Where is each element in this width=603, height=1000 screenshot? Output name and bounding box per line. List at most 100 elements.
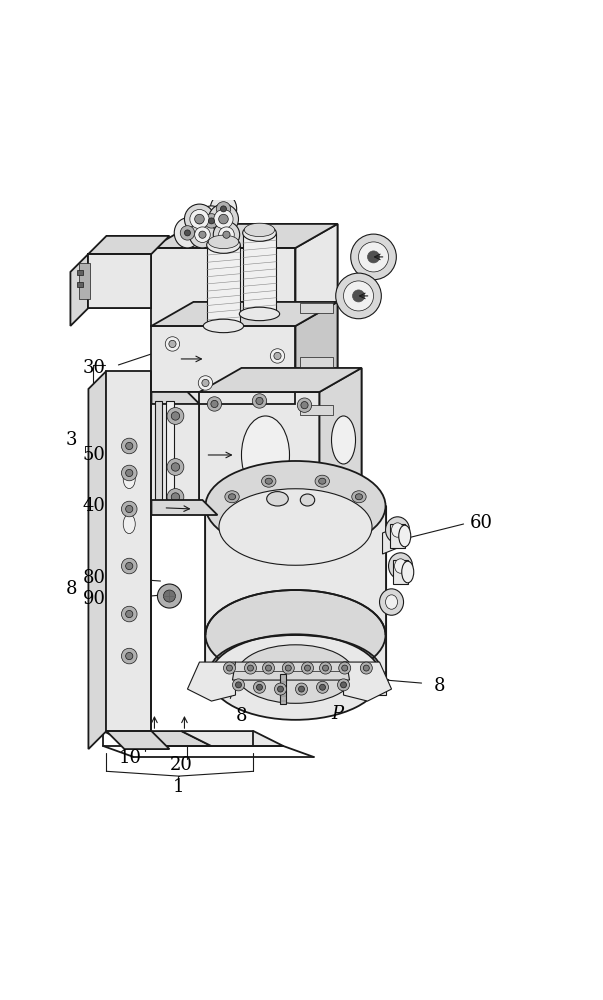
Polygon shape xyxy=(320,368,362,512)
Ellipse shape xyxy=(320,662,332,674)
Ellipse shape xyxy=(195,214,204,224)
Ellipse shape xyxy=(219,214,229,224)
Ellipse shape xyxy=(353,290,365,302)
Text: 1: 1 xyxy=(172,778,184,796)
Polygon shape xyxy=(233,662,350,680)
Ellipse shape xyxy=(121,501,137,517)
Ellipse shape xyxy=(171,493,180,501)
Polygon shape xyxy=(151,224,338,248)
Ellipse shape xyxy=(125,505,133,513)
Ellipse shape xyxy=(242,224,276,241)
Bar xyxy=(106,371,151,731)
Ellipse shape xyxy=(274,683,286,695)
Ellipse shape xyxy=(241,416,289,494)
Polygon shape xyxy=(89,371,106,749)
Ellipse shape xyxy=(123,514,135,534)
Polygon shape xyxy=(89,254,151,308)
Bar xyxy=(155,401,162,503)
Ellipse shape xyxy=(339,662,351,674)
Polygon shape xyxy=(320,368,362,506)
Ellipse shape xyxy=(125,442,133,450)
Ellipse shape xyxy=(185,230,191,236)
Text: 80: 80 xyxy=(83,569,106,587)
Ellipse shape xyxy=(180,226,195,240)
Ellipse shape xyxy=(209,218,215,224)
Ellipse shape xyxy=(237,645,354,703)
Text: 10: 10 xyxy=(119,749,142,767)
Text: 3: 3 xyxy=(66,431,77,449)
Polygon shape xyxy=(89,236,169,254)
Ellipse shape xyxy=(305,665,311,671)
Polygon shape xyxy=(393,560,408,584)
Ellipse shape xyxy=(186,206,213,236)
Ellipse shape xyxy=(267,492,288,506)
Ellipse shape xyxy=(197,218,203,224)
Ellipse shape xyxy=(204,214,219,228)
Ellipse shape xyxy=(342,665,348,671)
Ellipse shape xyxy=(341,682,347,688)
Ellipse shape xyxy=(318,478,326,484)
Bar xyxy=(300,357,333,367)
Ellipse shape xyxy=(256,397,263,405)
Ellipse shape xyxy=(171,412,180,420)
Ellipse shape xyxy=(351,234,396,280)
Ellipse shape xyxy=(252,394,267,408)
Bar xyxy=(77,270,83,275)
Ellipse shape xyxy=(121,648,137,664)
Ellipse shape xyxy=(367,251,379,263)
Ellipse shape xyxy=(256,684,262,690)
Ellipse shape xyxy=(163,590,175,602)
Ellipse shape xyxy=(227,665,233,671)
Ellipse shape xyxy=(195,227,210,243)
Text: 8: 8 xyxy=(66,580,77,598)
Ellipse shape xyxy=(214,209,233,229)
Bar xyxy=(166,401,174,503)
Ellipse shape xyxy=(125,610,133,618)
Text: 8: 8 xyxy=(236,707,247,725)
Ellipse shape xyxy=(364,665,369,671)
Ellipse shape xyxy=(224,662,236,674)
Bar xyxy=(242,233,276,314)
Ellipse shape xyxy=(239,307,280,321)
Ellipse shape xyxy=(244,662,256,674)
Ellipse shape xyxy=(274,352,281,360)
Ellipse shape xyxy=(300,494,315,506)
Ellipse shape xyxy=(190,209,209,229)
Ellipse shape xyxy=(282,662,294,674)
Ellipse shape xyxy=(338,679,350,691)
Ellipse shape xyxy=(167,489,184,505)
Ellipse shape xyxy=(399,525,411,547)
Ellipse shape xyxy=(209,204,238,234)
Ellipse shape xyxy=(210,634,381,720)
Ellipse shape xyxy=(121,606,137,622)
Bar xyxy=(280,674,286,704)
Ellipse shape xyxy=(185,204,215,234)
Ellipse shape xyxy=(270,349,285,363)
Ellipse shape xyxy=(394,559,406,573)
Ellipse shape xyxy=(169,340,176,348)
Ellipse shape xyxy=(301,402,308,409)
Ellipse shape xyxy=(211,400,218,408)
Text: 50: 50 xyxy=(83,446,106,464)
Polygon shape xyxy=(344,662,391,701)
Ellipse shape xyxy=(295,683,308,695)
Text: 30: 30 xyxy=(83,359,106,377)
Bar xyxy=(89,254,151,308)
Ellipse shape xyxy=(219,227,235,243)
Ellipse shape xyxy=(199,231,206,238)
Polygon shape xyxy=(295,302,338,392)
Ellipse shape xyxy=(219,489,372,565)
Polygon shape xyxy=(106,731,169,749)
Ellipse shape xyxy=(298,686,305,692)
Ellipse shape xyxy=(391,523,403,537)
Ellipse shape xyxy=(202,379,209,387)
Ellipse shape xyxy=(315,475,329,487)
Ellipse shape xyxy=(265,478,273,484)
Ellipse shape xyxy=(332,416,356,464)
Ellipse shape xyxy=(225,491,239,503)
Polygon shape xyxy=(182,731,283,746)
Ellipse shape xyxy=(192,214,207,228)
Bar xyxy=(77,282,83,287)
Ellipse shape xyxy=(233,679,244,691)
Bar xyxy=(300,405,333,415)
